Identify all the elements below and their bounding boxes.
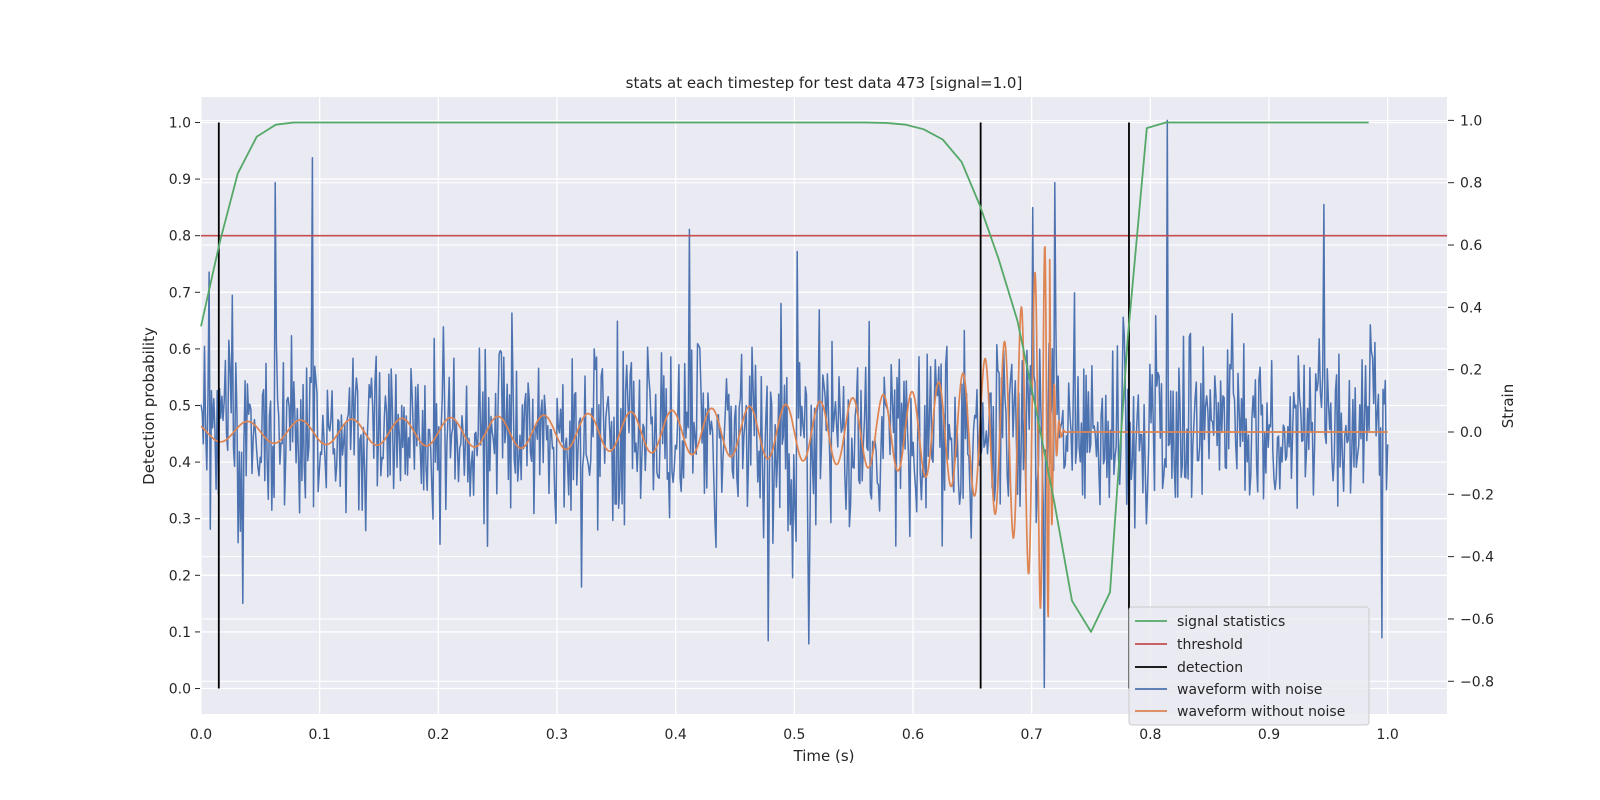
y2-tick-label: −0.8 [1460, 674, 1494, 690]
y-tick-label: 0.8 [169, 229, 191, 245]
x-tick-label: 0.3 [546, 727, 568, 743]
y-ticks: 0.0 0.1 0.2 0.3 0.4 0.5 0.6 0.7 0.8 0.9 1.0 [169, 115, 200, 698]
x-tick-label: 0.2 [427, 727, 449, 743]
legend: signal statistics threshold detection wa… [1128, 606, 1370, 726]
y2-tick-label: 0.6 [1460, 238, 1482, 254]
y2-tick-label: 0.4 [1460, 300, 1482, 316]
x-axis-label: Time (s) [793, 747, 855, 765]
y-tick-label: 0.0 [169, 682, 191, 698]
legend-label-signal-statistics: signal statistics [1177, 614, 1285, 630]
x-tick-label: 0.9 [1258, 727, 1280, 743]
chart-title: stats at each timestep for test data 473… [626, 74, 1023, 92]
legend-label-threshold: threshold [1177, 637, 1243, 653]
legend-label-waveform-with-noise: waveform with noise [1177, 682, 1322, 698]
x-ticks: 0.0 0.1 0.2 0.3 0.4 0.5 0.6 0.7 0.8 0.9 1.0 [190, 727, 1399, 743]
y-tick-label: 0.9 [169, 172, 191, 188]
y-tick-label: 0.6 [169, 342, 191, 358]
x-tick-label: 1.0 [1377, 727, 1399, 743]
x-tick-label: 0.7 [1021, 727, 1043, 743]
grid-horizontal-strain [201, 119, 1447, 682]
y2-tick-label: −0.4 [1460, 550, 1494, 566]
x-tick-label: 0.6 [902, 727, 924, 743]
y-tick-label: 0.2 [169, 568, 191, 584]
y-tick-label: 0.7 [169, 285, 191, 301]
series-waveform-without-noise [200, 246, 1389, 618]
y-tick-label: 0.3 [169, 512, 191, 528]
x-tick-label: 0.1 [309, 727, 331, 743]
y2-axis-label: Strain [1499, 384, 1517, 428]
y-axis-label: Detection probability [140, 327, 158, 485]
series-waveform-with-noise [200, 119, 1389, 689]
y-tick-label: 0.4 [169, 455, 191, 471]
y2-tick-label: −0.6 [1460, 612, 1494, 628]
x-tick-label: 0.0 [190, 727, 212, 743]
x-tick-label: 0.4 [665, 727, 687, 743]
y2-tick-label: 0.0 [1460, 425, 1482, 441]
legend-box [1128, 606, 1370, 726]
series-signal-statistics [200, 121, 1369, 633]
y-tick-label: 0.5 [169, 399, 191, 415]
y2-tick-label: 0.8 [1460, 176, 1482, 192]
y2-tick-label: −0.2 [1460, 487, 1494, 503]
y-tick-label: 1.0 [169, 115, 191, 131]
legend-label-detection: detection [1177, 660, 1243, 676]
legend-label-waveform-without-noise: waveform without noise [1177, 704, 1345, 720]
x-tick-label: 0.5 [783, 727, 805, 743]
y2-tick-label: 1.0 [1460, 113, 1482, 129]
y2-tick-label: 0.2 [1460, 363, 1482, 379]
y2-ticks: −0.8 −0.6 −0.4 −0.2 0.0 0.2 0.4 0.6 0.8 1.0 [1448, 113, 1494, 690]
y-tick-label: 0.1 [169, 625, 191, 641]
x-tick-label: 0.8 [1139, 727, 1161, 743]
series-layer [200, 119, 1447, 689]
